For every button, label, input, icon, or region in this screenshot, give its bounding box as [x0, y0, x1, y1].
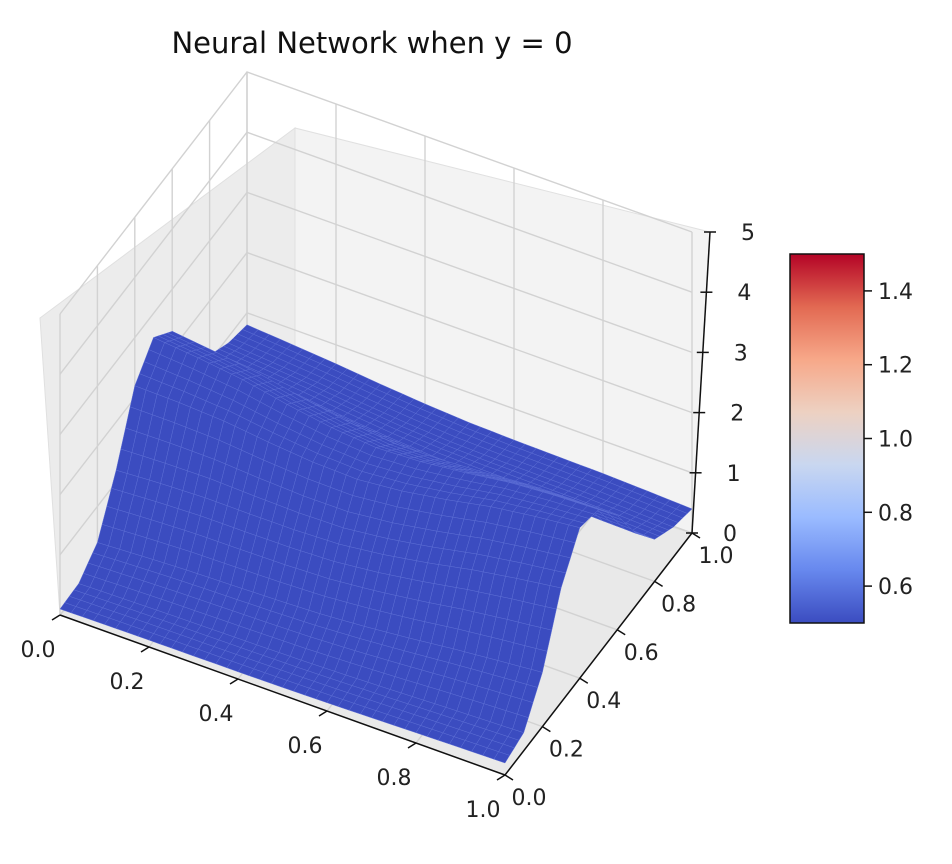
y-tick-label: 0.2 [549, 738, 584, 763]
y-tick-label: 0.4 [586, 689, 621, 714]
y-tick-mark [654, 580, 663, 588]
chart-title: Neural Network when y = 0 [171, 26, 572, 60]
x-axis-ticks: 0.0 0.2 0.4 0.6 0.8 1.0 [21, 614, 506, 823]
y-tick-label: 0.8 [661, 592, 696, 617]
colorbar-fill [789, 253, 865, 624]
y-tick-mark [616, 629, 626, 636]
surface-patch [493, 751, 511, 764]
y-axis-ticks: 0.00.20.40.60.81.0 [504, 532, 734, 811]
surface-plot [59, 324, 693, 764]
x-tick-label: 1.0 [466, 798, 501, 823]
x-tick-mark [229, 678, 239, 685]
z-grid-line [59, 191, 693, 435]
colorbar-tick-label: 1.4 [878, 280, 913, 305]
x-axis-line [59, 614, 506, 776]
x-tick-mark [496, 774, 506, 781]
z-axis-ticks: 0 1 2 3 4 5 [686, 221, 755, 547]
colorbar-tick-label: 1.2 [878, 354, 913, 379]
z-tick-label: 5 [741, 221, 755, 246]
z-grid-line [59, 131, 693, 375]
x-tick-mark [407, 742, 417, 749]
z-tick-label: 3 [734, 341, 748, 366]
x-tick-mark [318, 710, 328, 717]
z-grid-line [59, 251, 693, 496]
z-axis-line [691, 231, 711, 534]
z-tick-label: 0 [723, 522, 737, 547]
x-tick-label: 0.8 [377, 766, 412, 791]
y-tick-label: 0.0 [512, 786, 547, 811]
y-tick-mark [579, 677, 589, 684]
x-tick-mark [140, 646, 150, 653]
x-tick-label: 0.2 [110, 670, 145, 695]
colorbar-tick-label: 1.0 [878, 428, 913, 453]
axis-lines [59, 231, 711, 776]
colorbar-tick-label: 0.8 [878, 501, 913, 526]
z-tick-label: 4 [737, 281, 751, 306]
colorbar-ticks: 0.6 0.8 1.0 1.2 1.4 [864, 280, 913, 600]
y-axis-line [504, 532, 693, 776]
z-tick-label: 2 [730, 402, 744, 427]
colorbar: 0.6 0.8 1.0 1.2 1.4 [789, 253, 913, 624]
y-tick-label: 0.6 [624, 641, 659, 666]
z-tick-label: 1 [727, 462, 741, 487]
y-tick-mark [542, 725, 551, 733]
x-tick-label: 0.4 [199, 702, 234, 727]
z-grid-line [59, 71, 693, 315]
y-tick-label: 1.0 [699, 544, 734, 569]
colorbar-tick-label: 0.6 [878, 575, 913, 600]
x-tick-mark [51, 614, 61, 621]
x-tick-label: 0.6 [288, 734, 323, 759]
y-tick-mark [504, 774, 514, 781]
x-tick-label: 0.0 [21, 638, 56, 663]
y-tick-mark [691, 532, 701, 539]
